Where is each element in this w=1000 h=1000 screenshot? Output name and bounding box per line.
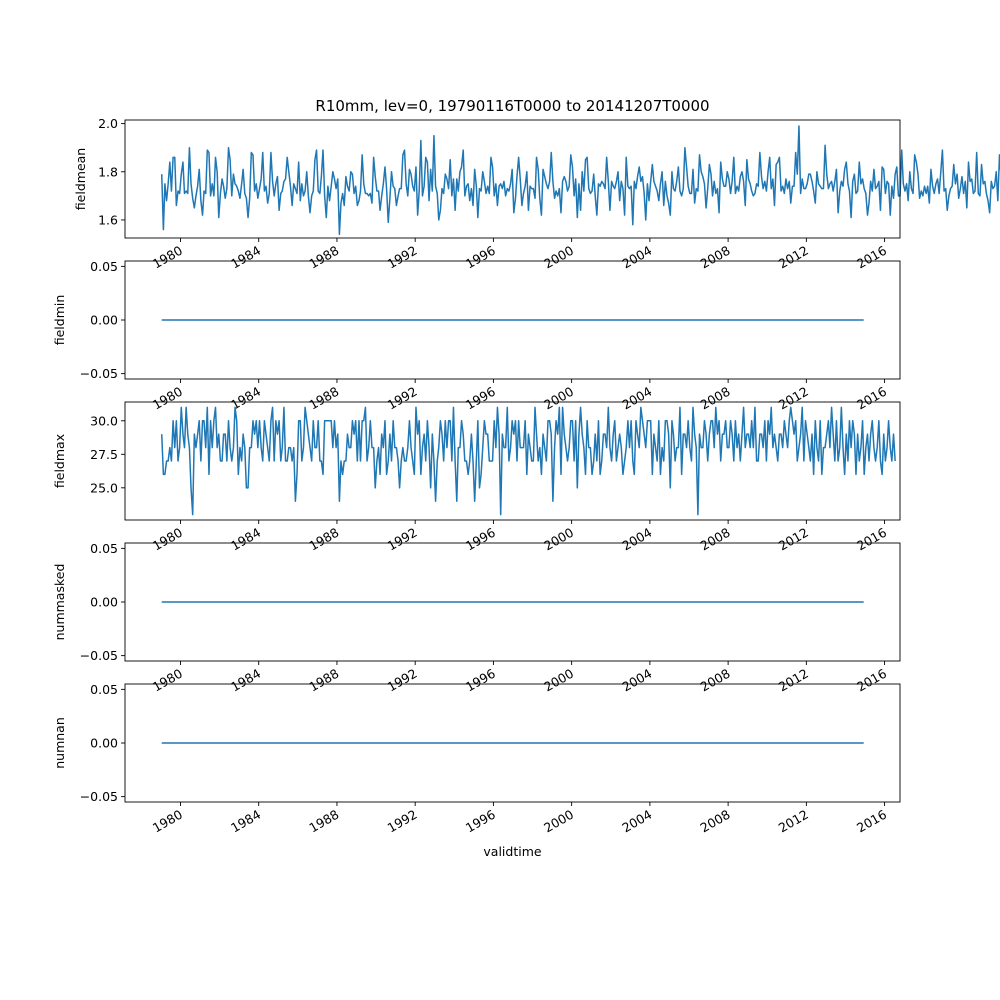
y-tick-label-fieldmin: −0.05	[80, 366, 118, 381]
y-tick-label-fieldmax: 27.5	[90, 447, 118, 462]
y-tick-label-numnan: 0.05	[90, 682, 118, 697]
x-axis-label: validtime	[483, 844, 541, 859]
axes-frame-fieldmax	[124, 401, 901, 521]
y-tick-label-fieldmax: 30.0	[90, 413, 118, 428]
y-tick-label-numnan: 0.00	[90, 736, 118, 751]
chart-title: R10mm, lev=0, 19790116T0000 to 20141207T…	[315, 97, 709, 115]
y-tick-label-fieldmean: 2.0	[98, 116, 118, 131]
y-tick-label-nummasked: 0.00	[90, 595, 118, 610]
y-tick-label-nummasked: −0.05	[80, 648, 118, 663]
y-tick-label-fieldmax: 25.0	[90, 480, 118, 495]
y-axis-label-nummasked: nummasked	[52, 564, 67, 641]
y-axis-label-fieldmean: fieldmean	[73, 148, 88, 210]
series-line-fieldmax	[160, 406, 896, 516]
series-line-fieldmean	[160, 125, 1000, 236]
y-tick-label-numnan: −0.05	[80, 789, 118, 804]
y-tick-label-fieldmean: 1.6	[98, 212, 118, 227]
axes-frame-fieldmean	[124, 119, 901, 239]
y-tick-label-fieldmean: 1.8	[98, 164, 118, 179]
y-axis-label-fieldmax: fieldmax	[52, 434, 67, 488]
y-tick-label-fieldmin: 0.00	[90, 313, 118, 328]
y-tick-label-fieldmin: 0.05	[90, 259, 118, 274]
y-axis-label-fieldmin: fieldmin	[52, 295, 67, 346]
y-axis-label-numnan: numnan	[52, 717, 67, 769]
y-tick-label-nummasked: 0.05	[90, 541, 118, 556]
